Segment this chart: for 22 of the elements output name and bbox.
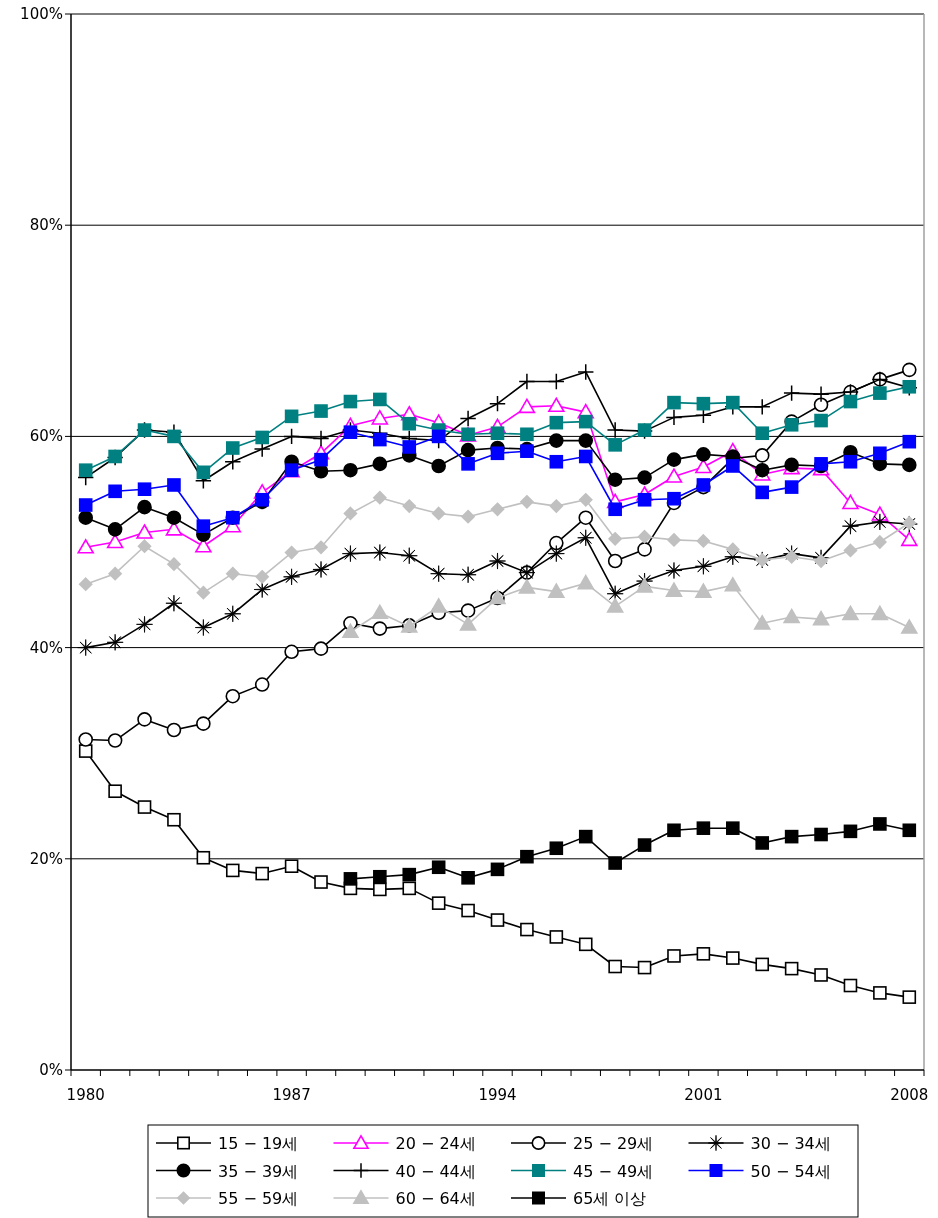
- legend-label: 55 − 59세: [218, 1189, 299, 1208]
- y-tick-label: 100%: [20, 5, 63, 23]
- x-tick-label: 1987: [272, 1086, 311, 1104]
- legend-label: 45 − 49세: [573, 1161, 654, 1181]
- x-tick-label: 1980: [66, 1086, 105, 1104]
- legend-label: 15 − 19세: [218, 1134, 299, 1153]
- legend-label: 50 − 54세: [750, 1161, 831, 1181]
- legend-label: 20 − 24세: [395, 1134, 476, 1153]
- x-tick-label: 2008: [890, 1086, 929, 1104]
- legend-label: 25 − 29세: [573, 1134, 654, 1153]
- y-tick-label: 0%: [39, 1061, 63, 1079]
- legend-label: 40 − 44세: [395, 1161, 476, 1181]
- legend-label: 30 − 34세: [750, 1134, 831, 1153]
- legend-label: 35 − 39세: [218, 1161, 299, 1181]
- y-tick-label: 40%: [29, 638, 63, 657]
- legend-label: 60 − 64세: [395, 1189, 476, 1208]
- x-tick-label: 2001: [684, 1086, 723, 1104]
- y-tick-label: 60%: [29, 427, 63, 446]
- y-tick-label: 80%: [29, 216, 63, 235]
- legend-label: 65세 이상: [573, 1189, 647, 1208]
- x-tick-label: 1994: [478, 1086, 517, 1104]
- y-tick-label: 20%: [29, 849, 63, 868]
